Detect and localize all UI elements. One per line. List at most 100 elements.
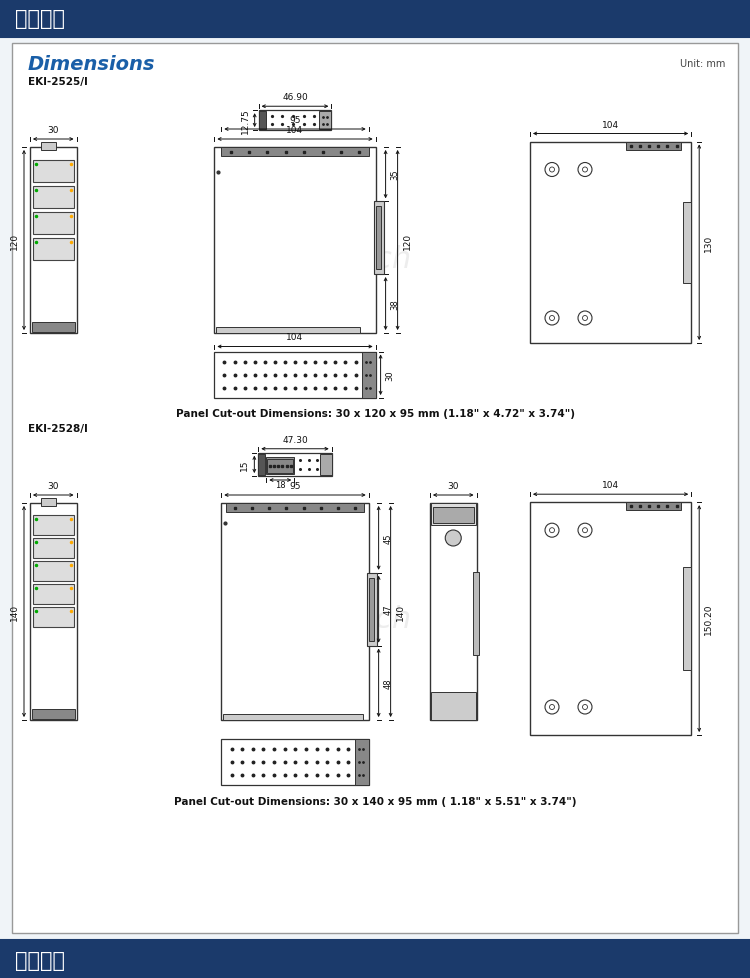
Circle shape (578, 163, 592, 177)
Circle shape (583, 705, 587, 710)
Bar (433, 508, 473, 523)
Text: 30: 30 (47, 126, 59, 135)
Bar (355, 738, 369, 785)
Bar (266, 458, 294, 474)
Bar (431, 504, 476, 525)
Bar (376, 207, 380, 270)
Text: 120: 120 (403, 232, 412, 249)
Text: 140: 140 (10, 603, 19, 620)
Circle shape (550, 316, 554, 321)
Bar (224, 714, 363, 720)
Bar (472, 573, 478, 655)
Bar (430, 504, 476, 720)
Bar (683, 568, 692, 670)
Text: 45: 45 (383, 533, 393, 544)
Text: 产品配置: 产品配置 (15, 950, 65, 970)
Text: 130: 130 (704, 235, 713, 251)
Bar (32, 709, 74, 719)
Bar (33, 585, 74, 604)
Bar (362, 352, 376, 399)
Text: 95: 95 (290, 481, 301, 491)
Text: 产品参数: 产品参数 (15, 9, 65, 29)
Text: Advantech: Advantech (248, 244, 412, 273)
Text: 48: 48 (383, 678, 393, 689)
Text: 46.90: 46.90 (282, 93, 308, 102)
Bar (258, 455, 266, 475)
Bar (431, 692, 476, 720)
Bar (530, 503, 692, 735)
Circle shape (545, 312, 559, 326)
Text: 18: 18 (275, 480, 286, 490)
Bar (30, 504, 76, 720)
Bar (683, 202, 692, 284)
Bar (33, 561, 74, 581)
Circle shape (550, 528, 554, 533)
Bar (33, 515, 74, 535)
Bar (530, 143, 692, 343)
Text: Dimensions: Dimensions (28, 55, 155, 73)
Bar (221, 504, 369, 720)
Circle shape (545, 700, 559, 714)
Circle shape (550, 705, 554, 710)
Circle shape (583, 168, 587, 173)
Text: 95: 95 (290, 115, 301, 125)
Bar (320, 455, 332, 475)
Bar (33, 607, 74, 627)
Text: Unit: mm: Unit: mm (680, 59, 725, 68)
Circle shape (578, 523, 592, 538)
Circle shape (578, 700, 592, 714)
Circle shape (550, 168, 554, 173)
Text: 15: 15 (240, 459, 249, 470)
Bar (33, 160, 74, 183)
Text: 47: 47 (383, 604, 393, 615)
Text: 30: 30 (448, 481, 459, 491)
Text: 104: 104 (286, 126, 304, 135)
Circle shape (545, 163, 559, 177)
Circle shape (583, 316, 587, 321)
Text: 104: 104 (602, 120, 619, 129)
Circle shape (545, 523, 559, 538)
Text: 30: 30 (386, 370, 394, 380)
Text: Advantech: Advantech (248, 603, 412, 633)
Text: 47.30: 47.30 (282, 435, 308, 444)
Bar (226, 504, 364, 512)
Bar (41, 499, 56, 507)
Circle shape (578, 312, 592, 326)
Bar (30, 148, 76, 333)
Bar (41, 143, 56, 151)
Text: Panel Cut-out Dimensions: 30 x 140 x 95 mm ( 1.18" x 5.51" x 3.74"): Panel Cut-out Dimensions: 30 x 140 x 95 … (174, 796, 576, 806)
Bar (217, 328, 360, 333)
Bar (259, 112, 266, 130)
Bar (374, 202, 383, 275)
Text: Panel Cut-out Dimensions: 30 x 120 x 95 mm (1.18" x 4.72" x 3.74"): Panel Cut-out Dimensions: 30 x 120 x 95 … (176, 409, 574, 419)
Bar (367, 573, 376, 645)
Bar (0, 941, 750, 978)
Bar (33, 213, 74, 235)
Bar (0, 0, 750, 37)
Bar (258, 453, 332, 476)
Bar (33, 239, 74, 261)
Text: 30: 30 (47, 481, 59, 491)
Bar (33, 539, 74, 558)
Text: 150.20: 150.20 (704, 603, 713, 635)
Polygon shape (5, 941, 222, 978)
Text: 120: 120 (10, 232, 19, 249)
Bar (214, 352, 376, 399)
Text: 140: 140 (396, 603, 405, 620)
Circle shape (583, 528, 587, 533)
Bar (369, 578, 374, 641)
Bar (32, 323, 74, 333)
Circle shape (446, 530, 461, 547)
Bar (626, 503, 681, 511)
Bar (259, 111, 332, 131)
Bar (267, 460, 293, 473)
Bar (221, 148, 369, 156)
Text: 35: 35 (391, 169, 400, 180)
Text: EKI-2525/I: EKI-2525/I (28, 77, 88, 87)
Text: 104: 104 (286, 333, 304, 342)
Text: EKI-2528/I: EKI-2528/I (28, 423, 88, 433)
Bar (221, 738, 369, 785)
Bar (214, 148, 376, 333)
Bar (320, 112, 332, 130)
Text: 12.75: 12.75 (241, 109, 250, 134)
